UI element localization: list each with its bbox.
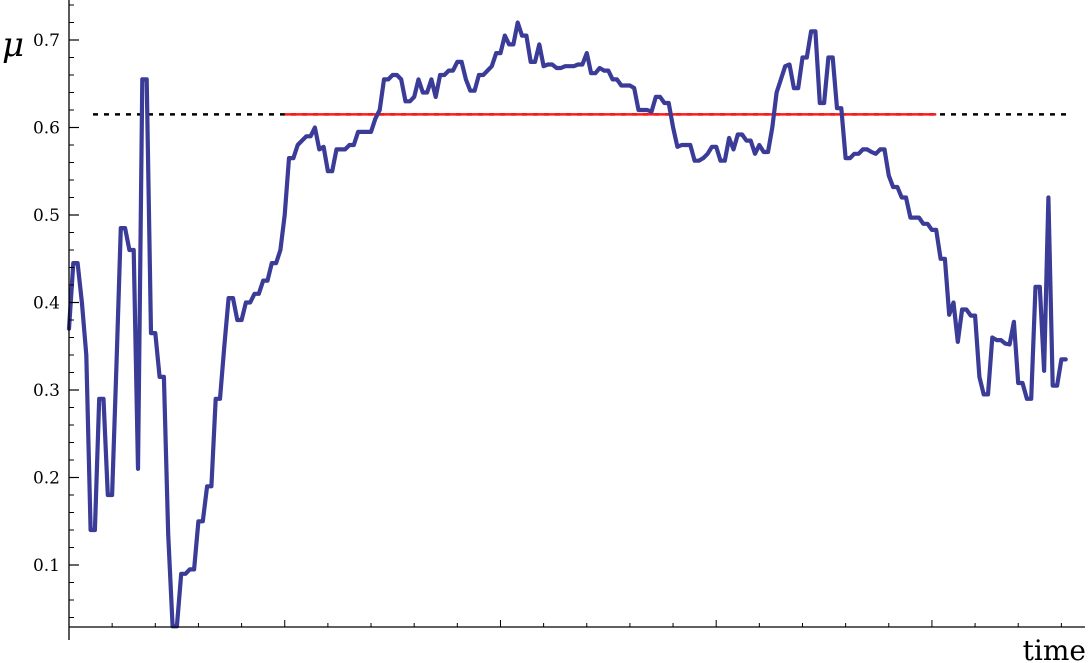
x-axis-label: time — [1023, 634, 1086, 663]
y-axis-label: μ — [2, 25, 24, 65]
series-layer — [66, 20, 1068, 629]
x-ticks — [111, 620, 1062, 627]
y-tick-label: 0.1 — [33, 556, 60, 576]
y-tick-label: 0.4 — [33, 294, 60, 314]
series-line — [66, 20, 1068, 629]
y-ticks: 0.1 0.2 0.3 0.4 0.5 0.6 0.7 — [33, 4, 79, 618]
y-tick-label: 0.6 — [33, 119, 60, 139]
y-tick-label: 0.5 — [33, 206, 60, 226]
y-tick-label: 0.2 — [33, 469, 60, 489]
y-tick-label: 0.3 — [33, 381, 60, 401]
y-tick-label: 0.7 — [33, 31, 60, 51]
